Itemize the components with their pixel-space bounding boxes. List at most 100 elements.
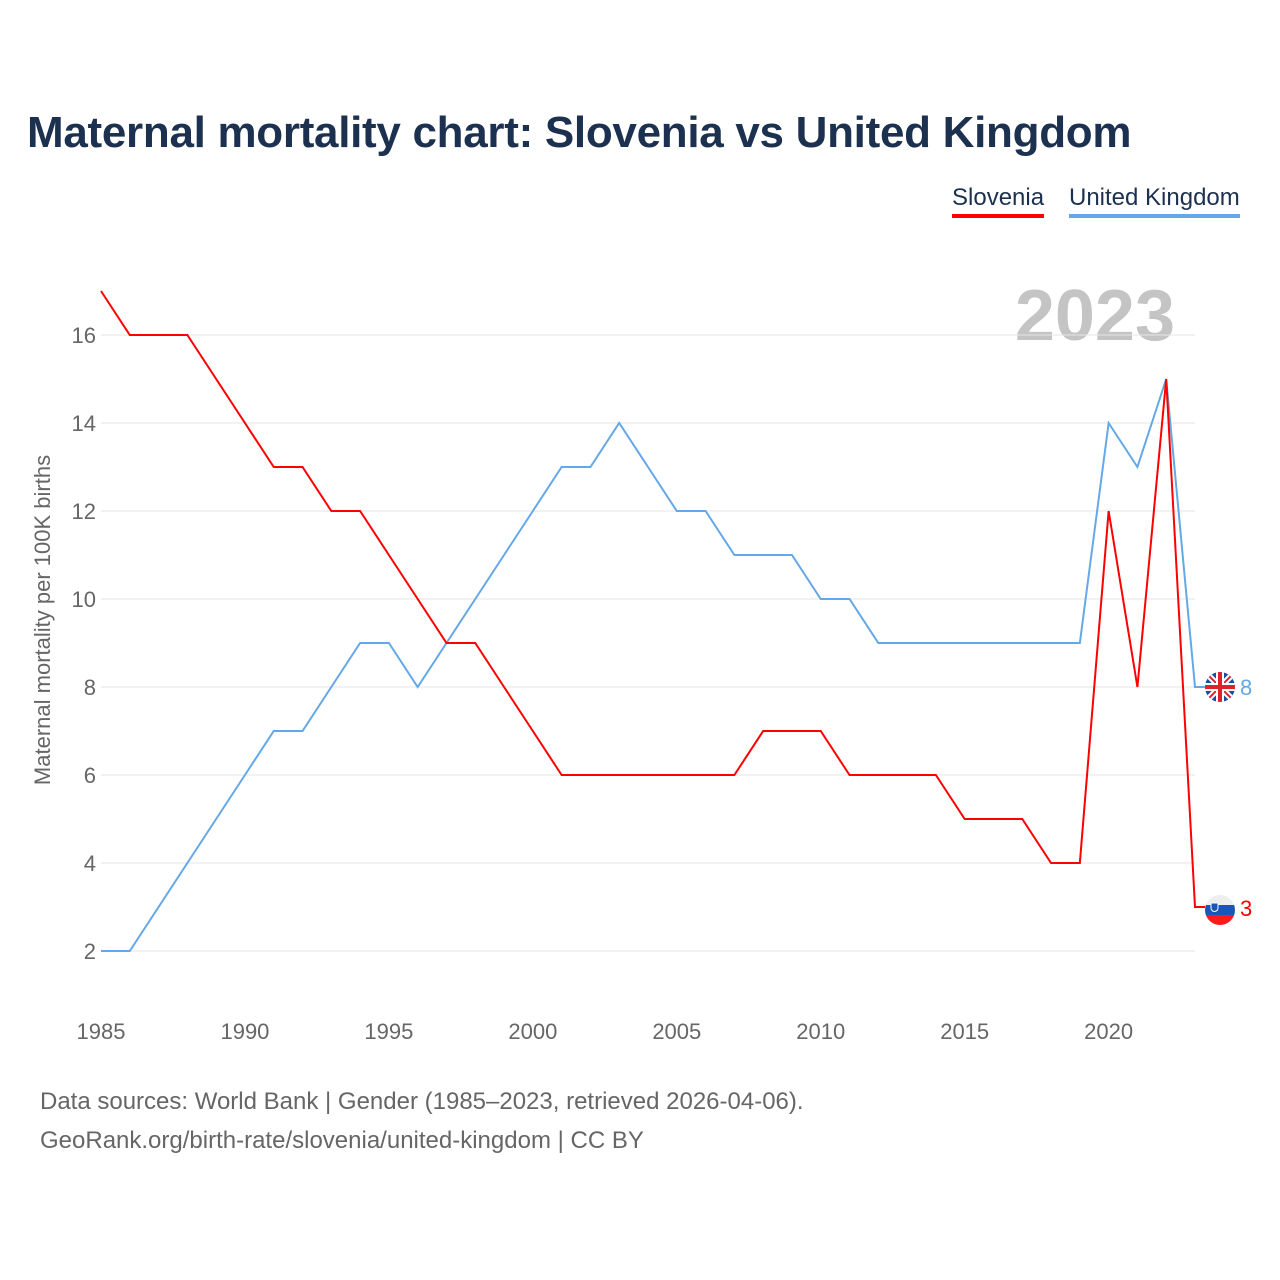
data-point [1020, 817, 1024, 821]
data-point [185, 861, 189, 865]
slovenia-flag-icon [1205, 895, 1235, 925]
data-point [646, 773, 650, 777]
legend-united-kingdom[interactable]: United Kingdom [1069, 184, 1240, 218]
data-point [819, 729, 823, 733]
data-point [963, 817, 967, 821]
data-point [732, 553, 736, 557]
end-label-slovenia: 3 [1240, 896, 1252, 921]
data-point [848, 773, 852, 777]
data-point [1020, 641, 1024, 645]
data-point [876, 641, 880, 645]
x-tick-label: 2015 [940, 1019, 989, 1044]
data-point [1135, 685, 1139, 689]
data-point [1193, 685, 1197, 689]
data-point [329, 685, 333, 689]
data-point [1107, 421, 1111, 425]
data-point [214, 817, 218, 821]
data-point [934, 641, 938, 645]
legend-slovenia[interactable]: Slovenia [952, 184, 1045, 218]
data-point [128, 949, 132, 953]
y-tick-label: 12 [72, 499, 96, 524]
x-tick-label: 1995 [364, 1019, 413, 1044]
uk-flag-icon [1205, 672, 1235, 702]
data-point [243, 773, 247, 777]
data-point [502, 553, 506, 557]
data-point [272, 465, 276, 469]
y-tick-label: 6 [84, 763, 96, 788]
data-point [157, 905, 161, 909]
data-point [588, 465, 592, 469]
data-point [243, 421, 247, 425]
data-point [1078, 641, 1082, 645]
data-point [1049, 861, 1053, 865]
data-point [387, 641, 391, 645]
series-line-united-kingdom [101, 378, 1205, 952]
data-point [99, 949, 103, 953]
source-link[interactable]: GeoRank.org/birth-rate/slovenia/united-k… [40, 1127, 644, 1154]
data-point [617, 773, 621, 777]
data-point [358, 641, 362, 645]
data-point [560, 465, 564, 469]
data-point [301, 465, 305, 469]
x-tick-label: 1990 [220, 1019, 269, 1044]
data-point [675, 773, 679, 777]
data-point [185, 333, 189, 337]
data-point [444, 641, 448, 645]
data-point [617, 421, 621, 425]
source-line: Data sources: World Bank | Gender (1985–… [40, 1088, 804, 1115]
data-point [991, 641, 995, 645]
data-point [905, 773, 909, 777]
data-point [1164, 377, 1168, 381]
data-point [934, 773, 938, 777]
data-point [531, 729, 535, 733]
series-line-slovenia [100, 290, 1205, 908]
data-point [819, 597, 823, 601]
chart-title: Maternal mortality chart: Slovenia vs Un… [27, 108, 1132, 157]
data-point [790, 729, 794, 733]
data-point [358, 509, 362, 513]
data-point [732, 773, 736, 777]
data-point [157, 333, 161, 337]
data-point [675, 509, 679, 513]
data-point [329, 509, 333, 513]
data-point [588, 773, 592, 777]
y-tick-label: 8 [84, 675, 96, 700]
data-point [761, 553, 765, 557]
x-tick-label: 2000 [508, 1019, 557, 1044]
x-tick-label: 2005 [652, 1019, 701, 1044]
y-tick-label: 16 [72, 323, 96, 348]
data-point [301, 729, 305, 733]
data-point [214, 377, 218, 381]
data-point [1078, 861, 1082, 865]
data-point [272, 729, 276, 733]
data-point [502, 685, 506, 689]
data-point [531, 509, 535, 513]
end-label-united-kingdom: 8 [1240, 675, 1252, 700]
data-point [128, 333, 132, 337]
data-point [790, 553, 794, 557]
data-point [761, 729, 765, 733]
x-tick-label: 1985 [77, 1019, 126, 1044]
data-point [416, 685, 420, 689]
data-point [387, 553, 391, 557]
data-point [473, 641, 477, 645]
data-point [1049, 641, 1053, 645]
y-tick-label: 2 [84, 939, 96, 964]
year-watermark: 2023 [1015, 276, 1175, 356]
data-point [991, 817, 995, 821]
data-point [704, 773, 708, 777]
y-tick-label: 4 [84, 851, 96, 876]
data-point [99, 289, 103, 293]
data-point [905, 641, 909, 645]
data-point [646, 465, 650, 469]
y-tick-label: 14 [72, 411, 96, 436]
data-point [876, 773, 880, 777]
x-tick-label: 2010 [796, 1019, 845, 1044]
y-tick-label: 10 [72, 587, 96, 612]
data-point [473, 597, 477, 601]
data-point [560, 773, 564, 777]
y-axis-label: Maternal mortality per 100K births [30, 455, 55, 785]
data-point [1107, 509, 1111, 513]
data-point [1135, 465, 1139, 469]
